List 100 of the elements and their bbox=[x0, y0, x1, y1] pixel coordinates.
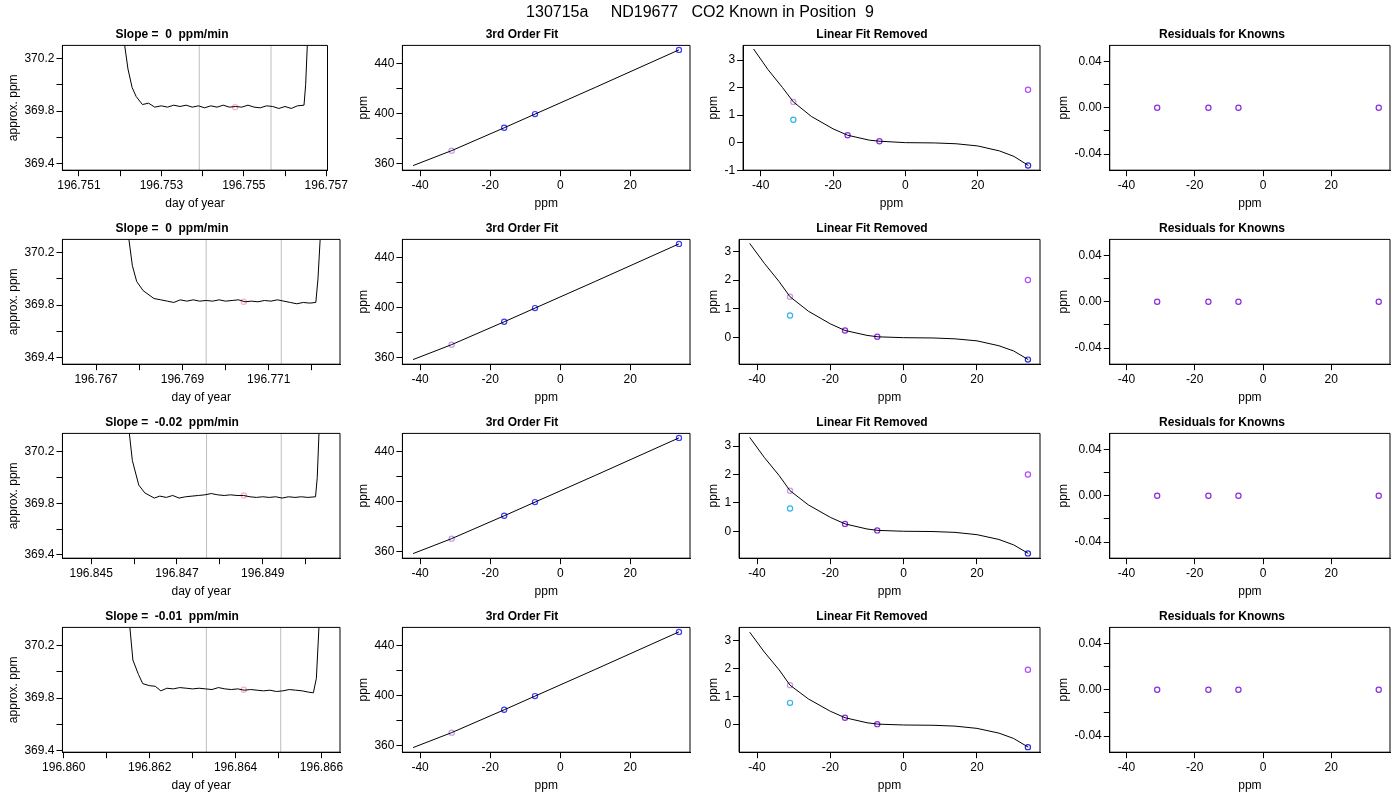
x-tick-label: 196.849 bbox=[241, 565, 285, 580]
y-tick-label: -0.04 bbox=[1074, 146, 1103, 161]
y-axis-title: approx. ppm bbox=[5, 74, 20, 142]
y-axis-title: ppm bbox=[705, 290, 720, 314]
y-tick-label: 369.4 bbox=[24, 155, 55, 170]
y-tick-label: 2 bbox=[724, 272, 732, 287]
chart-title: Residuals for Knowns bbox=[1158, 414, 1286, 429]
y-tick-label: 0 bbox=[724, 523, 732, 538]
x-tick-label: 0 bbox=[1259, 565, 1267, 580]
x-axis-title: ppm bbox=[877, 778, 902, 793]
x-tick-label: 20 bbox=[1324, 371, 1339, 386]
x-tick-label: 0 bbox=[1259, 759, 1267, 774]
x-axis-title: day of year bbox=[171, 778, 231, 793]
x-tick-label: 20 bbox=[1324, 177, 1339, 192]
x-tick-label: 0 bbox=[900, 759, 908, 774]
y-axis-title: ppm bbox=[1055, 96, 1070, 120]
y-tick-label: 0 bbox=[724, 330, 732, 344]
x-tick-label: 196.860 bbox=[42, 759, 86, 774]
x-tick-label: 0 bbox=[900, 371, 908, 386]
y-tick-label: 370.2 bbox=[24, 638, 55, 653]
y-axis-title: ppm bbox=[1055, 290, 1070, 314]
y-tick-label: 440 bbox=[374, 637, 395, 652]
x-axis-title: day of year bbox=[165, 196, 225, 211]
x-axis-title: ppm bbox=[1238, 778, 1262, 793]
chart-title: 3rd Order Fit bbox=[485, 608, 559, 623]
x-tick-label: -20 bbox=[821, 371, 840, 386]
x-axis-title: ppm bbox=[534, 390, 558, 405]
x-axis-title: ppm bbox=[534, 584, 558, 599]
chart-title: 3rd Order Fit bbox=[485, 414, 559, 429]
x-tick-label: 0 bbox=[556, 177, 564, 192]
x-tick-label: -40 bbox=[1117, 371, 1136, 386]
x-tick-label: 0 bbox=[1259, 177, 1267, 192]
y-tick-label: -0.04 bbox=[1074, 534, 1103, 549]
y-tick-label: 3 bbox=[728, 52, 736, 67]
x-tick-label: -40 bbox=[752, 177, 770, 192]
x-tick-label: 0 bbox=[556, 371, 564, 386]
x-tick-label: -40 bbox=[411, 565, 430, 580]
y-tick-label: 2 bbox=[728, 79, 736, 94]
x-tick-label: -20 bbox=[1186, 565, 1204, 580]
x-tick-label: -20 bbox=[481, 371, 500, 386]
y-tick-label: 0.00 bbox=[1078, 100, 1103, 115]
y-tick-label: 0.04 bbox=[1078, 635, 1103, 650]
chart-title: Linear Fit Removed bbox=[816, 220, 928, 235]
chart-title: Linear Fit Removed bbox=[816, 608, 928, 623]
x-axis-title: ppm bbox=[1238, 584, 1262, 599]
y-tick-label: 440 bbox=[374, 55, 395, 70]
chart-title: Linear Fit Removed bbox=[816, 414, 928, 429]
x-tick-label: -20 bbox=[821, 565, 840, 580]
x-tick-label: 0 bbox=[556, 759, 564, 774]
y-tick-label: 440 bbox=[374, 443, 395, 458]
y-tick-label: 0 bbox=[724, 717, 732, 732]
y-tick-label: 0.00 bbox=[1078, 488, 1103, 503]
y-tick-label: 360 bbox=[374, 155, 395, 170]
y-axis-title: ppm bbox=[1055, 678, 1070, 702]
y-tick-label: 400 bbox=[374, 687, 395, 702]
x-tick-label: 196.847 bbox=[155, 565, 199, 580]
chart-title: Slope = 0 ppm/min bbox=[115, 220, 229, 235]
x-tick-label: -20 bbox=[824, 177, 843, 192]
y-tick-label: 370.2 bbox=[24, 443, 55, 458]
chart-title: Slope = 0 ppm/min bbox=[115, 26, 229, 41]
x-tick-label: 196.866 bbox=[299, 759, 344, 774]
y-tick-label: 369.8 bbox=[24, 690, 55, 705]
y-axis-title: ppm bbox=[705, 96, 720, 120]
y-tick-label: 369.4 bbox=[24, 547, 55, 562]
y-tick-label: 0 bbox=[728, 134, 736, 149]
y-tick-label: 2 bbox=[724, 466, 732, 481]
y-tick-label: 370.2 bbox=[24, 50, 55, 65]
x-axis-title: ppm bbox=[877, 390, 902, 405]
y-axis-title: ppm bbox=[1055, 484, 1070, 508]
y-tick-label: 1 bbox=[724, 495, 732, 510]
y-axis-title: approx. ppm bbox=[5, 462, 20, 530]
x-tick-label: -20 bbox=[1186, 177, 1204, 192]
y-axis-title: ppm bbox=[355, 678, 370, 702]
y-axis-title: ppm bbox=[355, 290, 370, 314]
x-tick-label: 20 bbox=[623, 177, 638, 192]
x-tick-label: 196.845 bbox=[69, 565, 114, 580]
x-tick-label: 20 bbox=[971, 177, 985, 192]
y-axis-title: approx. ppm bbox=[5, 268, 20, 336]
x-tick-label: -40 bbox=[748, 565, 767, 580]
y-tick-label: 400 bbox=[374, 105, 395, 120]
y-axis-title: ppm bbox=[355, 96, 370, 120]
y-tick-label: 0.04 bbox=[1078, 441, 1103, 456]
x-tick-label: 196.757 bbox=[304, 177, 349, 192]
x-tick-label: 20 bbox=[1324, 565, 1339, 580]
y-tick-label: 3 bbox=[724, 633, 732, 648]
y-tick-label: 3 bbox=[724, 438, 732, 453]
x-tick-label: 196.755 bbox=[222, 177, 266, 192]
y-tick-label: -0.04 bbox=[1074, 728, 1103, 743]
x-tick-label: -20 bbox=[481, 565, 500, 580]
x-axis-title: ppm bbox=[534, 196, 558, 211]
x-tick-label: 196.771 bbox=[247, 371, 291, 386]
y-tick-label: -0.04 bbox=[1074, 340, 1103, 355]
y-tick-label: -1 bbox=[724, 162, 736, 177]
x-tick-label: -20 bbox=[481, 177, 500, 192]
y-tick-label: 369.8 bbox=[24, 495, 55, 510]
x-tick-label: 0 bbox=[902, 177, 910, 192]
x-tick-label: -40 bbox=[748, 371, 767, 386]
x-tick-label: -40 bbox=[1117, 759, 1136, 774]
x-tick-label: 0 bbox=[556, 565, 564, 580]
x-tick-label: -40 bbox=[411, 177, 430, 192]
